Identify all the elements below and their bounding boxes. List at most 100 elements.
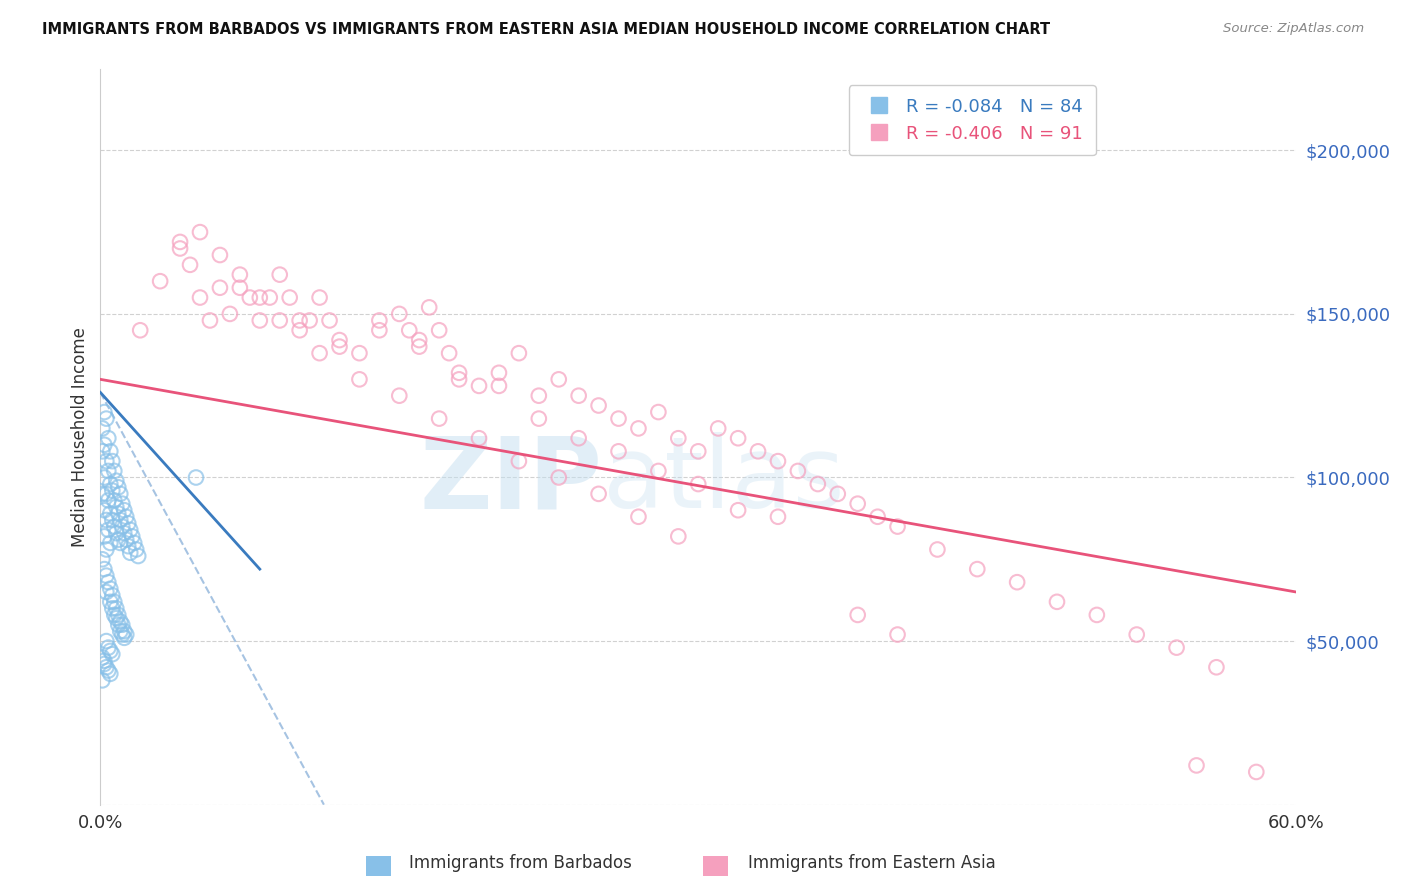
Point [527, 389, 550, 403]
Point [886, 519, 908, 533]
Point [112, 503, 135, 517]
Point [1166, 640, 1188, 655]
Point [96, 411, 118, 425]
Point [110, 536, 132, 550]
Point [97, 431, 120, 445]
Point [93, 654, 115, 668]
Point [607, 411, 630, 425]
Point [508, 346, 530, 360]
Text: Immigrants from Barbados: Immigrants from Barbados [409, 855, 631, 872]
Point [219, 307, 242, 321]
Point [846, 607, 869, 622]
Point [349, 372, 371, 386]
Point [93, 503, 115, 517]
Point [93, 562, 115, 576]
Point [588, 399, 610, 413]
Point [112, 526, 135, 541]
Point [107, 533, 129, 547]
Point [112, 624, 135, 639]
Point [547, 372, 569, 386]
Point [688, 477, 710, 491]
Point [127, 549, 149, 563]
Point [866, 509, 889, 524]
Point [115, 533, 138, 547]
Point [91, 444, 114, 458]
Legend: R = -0.084   N = 84, R = -0.406   N = 91: R = -0.084 N = 84, R = -0.406 N = 91 [849, 85, 1095, 155]
Point [647, 464, 669, 478]
Point [91, 673, 114, 688]
Point [786, 464, 808, 478]
Point [120, 523, 142, 537]
Point [508, 454, 530, 468]
Point [103, 493, 125, 508]
Point [98, 444, 121, 458]
Point [107, 507, 129, 521]
Point [107, 480, 129, 494]
Point [105, 611, 128, 625]
Point [607, 444, 630, 458]
Point [927, 542, 949, 557]
Y-axis label: Median Household Income: Median Household Income [72, 326, 89, 547]
Point [91, 487, 114, 501]
Point [666, 431, 689, 445]
Point [449, 366, 471, 380]
Point [308, 291, 330, 305]
Point [149, 274, 172, 288]
Point [110, 513, 132, 527]
Point [488, 366, 510, 380]
Point [101, 601, 124, 615]
Point [249, 291, 271, 305]
Point [96, 634, 118, 648]
Point [115, 627, 138, 641]
Point [807, 477, 830, 491]
Point [103, 595, 125, 609]
Point [647, 405, 669, 419]
Point [93, 405, 115, 419]
Point [184, 470, 207, 484]
Point [117, 539, 139, 553]
Point [93, 438, 115, 452]
Point [101, 513, 124, 527]
Point [1205, 660, 1227, 674]
Point [408, 333, 430, 347]
Point [278, 291, 301, 305]
Point [107, 607, 129, 622]
Point [105, 601, 128, 615]
Point [1085, 607, 1108, 622]
Point [101, 454, 124, 468]
Point [208, 248, 231, 262]
Point [122, 536, 145, 550]
Point [449, 372, 471, 386]
Point [101, 647, 124, 661]
Point [427, 411, 450, 425]
Point [91, 552, 114, 566]
Point [103, 519, 125, 533]
Text: atlas: atlas [603, 433, 844, 529]
Point [110, 624, 132, 639]
Point [368, 323, 391, 337]
Point [117, 516, 139, 531]
Point [97, 640, 120, 655]
Point [1005, 575, 1028, 590]
Point [120, 546, 142, 560]
Point [103, 607, 125, 622]
Point [98, 666, 121, 681]
Point [169, 242, 191, 256]
Point [437, 346, 460, 360]
Point [259, 291, 281, 305]
Point [468, 379, 491, 393]
Point [527, 411, 550, 425]
Point [110, 487, 132, 501]
Point [125, 542, 148, 557]
Point [666, 529, 689, 543]
Point [588, 487, 610, 501]
Point [1046, 595, 1069, 609]
Point [349, 346, 371, 360]
Point [111, 497, 134, 511]
Point [107, 617, 129, 632]
Point [627, 421, 650, 435]
Point [96, 585, 118, 599]
Point [269, 313, 291, 327]
Point [1185, 758, 1208, 772]
Point [111, 617, 134, 632]
